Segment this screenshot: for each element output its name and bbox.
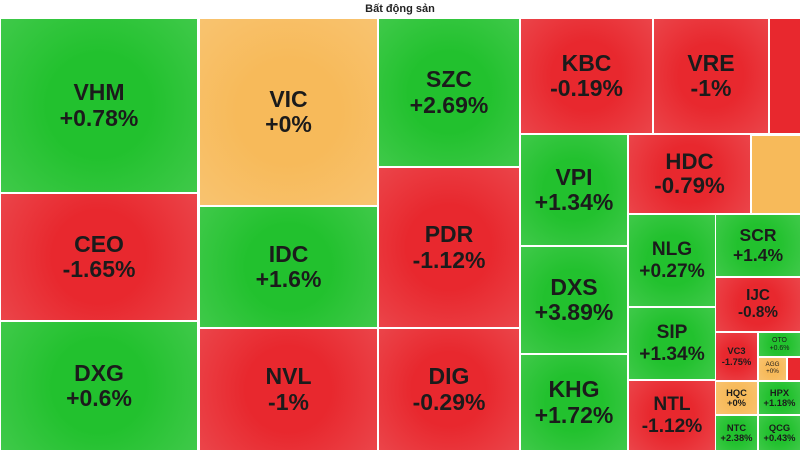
- change: +2.38%: [720, 433, 753, 443]
- ticker: HDC: [665, 148, 714, 174]
- ticker: SCR: [739, 225, 777, 246]
- change: -0.8%: [738, 303, 778, 321]
- ticker: VHM: [73, 79, 125, 106]
- tile: PDR -1.12%: [378, 167, 520, 328]
- tile: DXG +0.6%: [0, 321, 198, 450]
- tile: KBC -0.19%: [520, 18, 653, 134]
- tile: NLG +0.27%: [628, 214, 716, 307]
- change: +0.78%: [59, 104, 139, 131]
- change: -1.12%: [412, 246, 486, 273]
- change: -0.19%: [550, 75, 623, 101]
- change: -0.29%: [412, 388, 486, 415]
- ticker: VRE: [687, 49, 735, 76]
- change: +0%: [766, 368, 779, 375]
- change: -1.12%: [641, 415, 703, 437]
- tile: NTC +2.38%: [715, 415, 758, 450]
- tile: SIP +1.34%: [628, 307, 716, 380]
- change: +1.18%: [763, 398, 796, 408]
- tile: VPI +1.34%: [520, 134, 628, 246]
- ticker: IDC: [268, 240, 309, 267]
- tile: VHM +0.78%: [0, 18, 198, 193]
- tile: DXS +3.89%: [520, 246, 628, 354]
- ticker: VC3: [727, 346, 746, 357]
- change: +0.43%: [763, 433, 796, 443]
- ticker: IJC: [746, 286, 770, 304]
- ticker: NTC: [726, 422, 747, 433]
- change: +1.34%: [534, 189, 614, 215]
- change: +0.6%: [66, 385, 132, 411]
- change: +0%: [265, 111, 312, 137]
- tile: OTO +0.6%: [758, 332, 800, 357]
- tile: SZC +2.69%: [378, 18, 520, 167]
- ticker: NTL: [653, 394, 691, 416]
- change: +1.6%: [255, 266, 322, 292]
- tile: IDC +1.6%: [199, 206, 378, 328]
- change: -1.65%: [62, 256, 136, 282]
- ticker: SZC: [426, 66, 472, 93]
- tile: HDC -0.79%: [628, 134, 751, 214]
- tile: VC3 -1.75%: [715, 332, 758, 381]
- tile: KHG +1.72%: [520, 354, 628, 450]
- ticker: KBC: [561, 49, 612, 76]
- change: -1%: [690, 75, 732, 101]
- change: +0.6%: [769, 344, 790, 352]
- tile: IJC -0.8%: [715, 277, 800, 332]
- change: +1.34%: [639, 343, 705, 365]
- ticker: SIP: [656, 322, 688, 344]
- change: +1.4%: [732, 244, 784, 265]
- ticker: NVL: [265, 363, 312, 390]
- tile: AGG +0%: [758, 357, 787, 381]
- partial-tile: [769, 18, 800, 134]
- partial-tile: [787, 357, 800, 381]
- ticker: AGG: [765, 361, 780, 369]
- change: +3.89%: [534, 299, 614, 325]
- tile: SCR +1.4%: [715, 214, 800, 277]
- ticker: OTO: [772, 336, 787, 344]
- tile: NTL -1.12%: [628, 380, 716, 450]
- title: Bất động sản: [365, 3, 435, 15]
- ticker: DXG: [74, 359, 124, 386]
- partial-tile: [751, 135, 800, 214]
- tile: CEO -1.65%: [0, 193, 198, 321]
- tile: NVL -1%: [199, 328, 378, 450]
- ticker: VIC: [269, 85, 308, 112]
- ticker: CEO: [74, 230, 124, 257]
- ticker: NLG: [651, 239, 693, 261]
- ticker: DXS: [550, 273, 598, 300]
- change: -1%: [268, 388, 309, 415]
- ticker: HPX: [769, 387, 790, 398]
- change: +0%: [727, 398, 746, 408]
- ticker: VPI: [555, 163, 593, 190]
- tile: VIC +0%: [199, 18, 378, 206]
- tile: DIG -0.29%: [378, 328, 520, 450]
- change: -0.79%: [654, 173, 725, 198]
- change: +2.69%: [409, 91, 489, 118]
- ticker: PDR: [424, 221, 474, 248]
- tile: QCG +0.43%: [758, 415, 800, 450]
- change: -1.75%: [721, 356, 752, 367]
- ticker: QCG: [768, 422, 791, 433]
- ticker: DIG: [428, 363, 470, 390]
- tile: VRE -1%: [653, 18, 769, 134]
- ticker: KHG: [548, 376, 600, 403]
- tile: HPX +1.18%: [758, 381, 800, 415]
- change: +0.27%: [639, 260, 705, 282]
- change: +1.72%: [534, 401, 614, 428]
- tile: HQC +0%: [715, 381, 758, 415]
- ticker: HQC: [726, 387, 747, 398]
